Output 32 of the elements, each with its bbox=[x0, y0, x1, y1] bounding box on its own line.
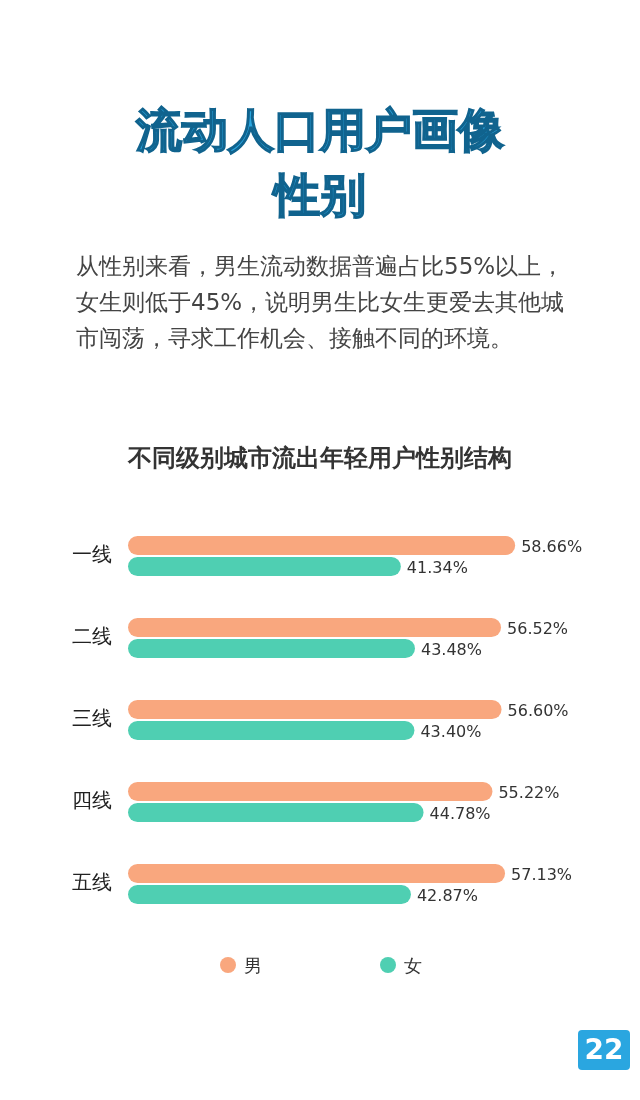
text: 流动人口用户画像 bbox=[135, 102, 505, 159]
bar bbox=[128, 557, 401, 576]
y-tick-label: 四线 bbox=[72, 788, 112, 812]
bar bbox=[128, 618, 502, 637]
data-label: 56.60% bbox=[507, 700, 569, 720]
bar bbox=[128, 700, 502, 719]
bar bbox=[128, 639, 415, 658]
data-label: 55.22% bbox=[498, 782, 560, 802]
bar bbox=[128, 536, 516, 555]
text: 22 bbox=[578, 1030, 630, 1070]
legend-label: 男 bbox=[244, 955, 262, 976]
bar bbox=[128, 803, 424, 822]
y-tick-label: 五线 bbox=[72, 870, 112, 894]
y-tick-label: 三线 bbox=[72, 706, 112, 730]
data-label: 56.52% bbox=[507, 618, 569, 638]
y-tick-label: 二线 bbox=[72, 624, 112, 648]
legend-label: 女 bbox=[404, 955, 422, 976]
bar bbox=[128, 864, 506, 883]
data-label: 44.78% bbox=[429, 803, 491, 823]
chart-title: 不同级别城市流出年轻用户性别结构 bbox=[127, 444, 512, 472]
data-label: 42.87% bbox=[416, 885, 478, 905]
bar bbox=[128, 721, 415, 740]
data-label: 58.66% bbox=[521, 536, 583, 556]
bar bbox=[128, 782, 493, 801]
y-tick-label: 一线 bbox=[72, 542, 112, 566]
data-label: 43.48% bbox=[420, 639, 482, 659]
text: 从性别来看，男生流动数据普遍占比55%以上，女生则低于45%，说明男生比女生更爱去其他城市闯荡，寻求工作机会、接触不同的环境。 bbox=[76, 252, 566, 353]
data-label: 57.13% bbox=[511, 864, 573, 884]
bar bbox=[128, 885, 411, 904]
data-label: 43.40% bbox=[420, 721, 482, 741]
data-label: 41.34% bbox=[406, 557, 468, 577]
text: 性别 bbox=[271, 167, 367, 224]
